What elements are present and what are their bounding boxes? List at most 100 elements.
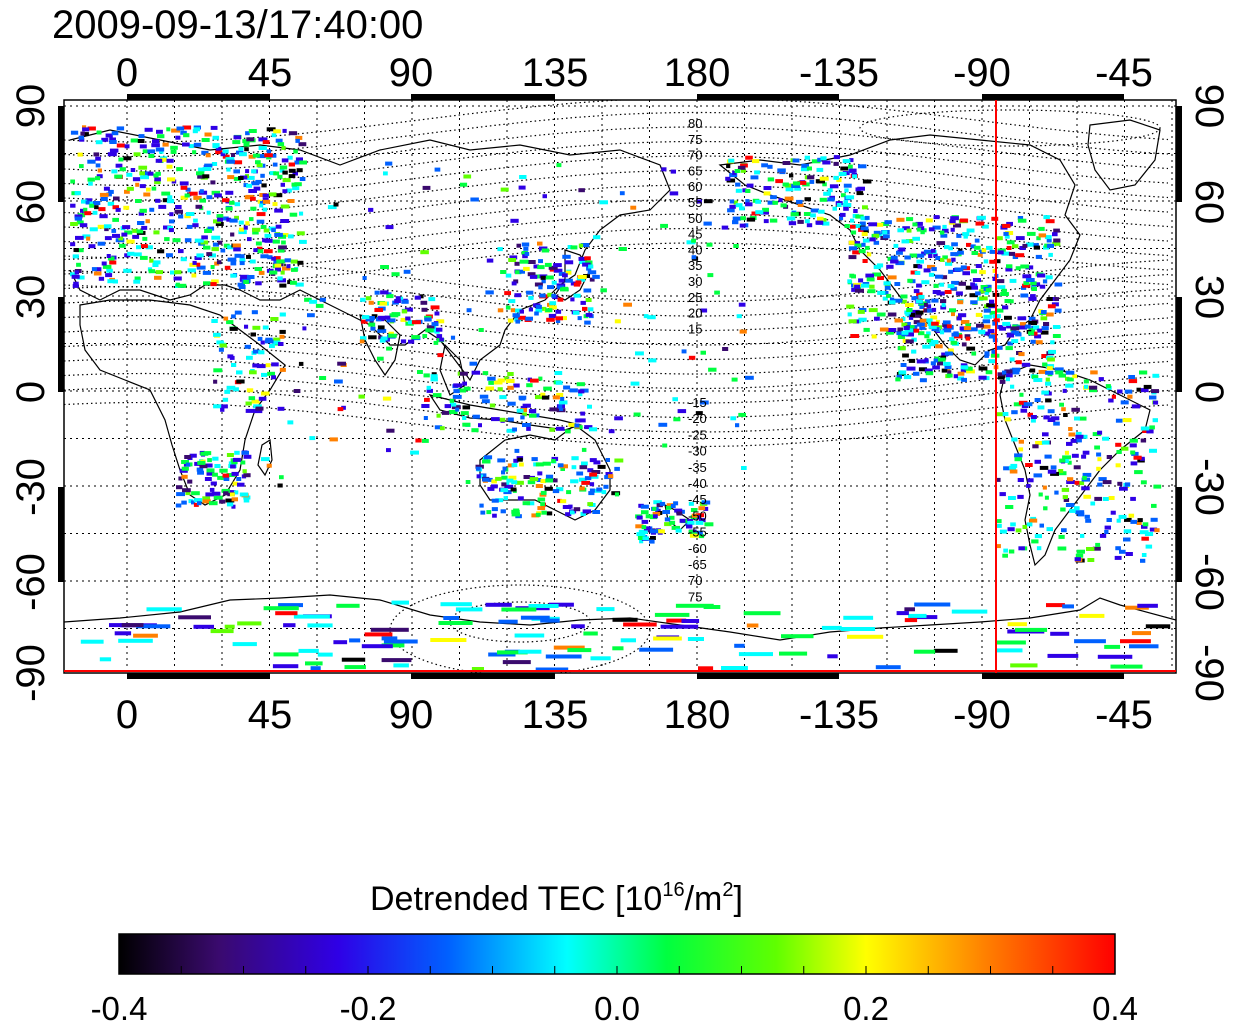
tec-point bbox=[164, 237, 170, 242]
tec-point bbox=[1011, 410, 1018, 415]
tec-point bbox=[262, 197, 269, 202]
tec-point bbox=[106, 254, 111, 258]
tec-point bbox=[977, 252, 983, 257]
tec-point bbox=[780, 203, 787, 208]
tec-point bbox=[965, 285, 972, 290]
tec-point bbox=[1058, 373, 1066, 378]
tec-point bbox=[745, 375, 754, 380]
tec-point bbox=[884, 220, 892, 225]
tec-point bbox=[1017, 494, 1024, 499]
geomag-contour bbox=[64, 401, 1169, 448]
tec-point bbox=[97, 267, 102, 272]
tec-point bbox=[860, 216, 868, 221]
tec-point bbox=[124, 144, 130, 149]
tec-point bbox=[180, 130, 187, 135]
tec-point bbox=[212, 144, 219, 149]
tec-point bbox=[273, 129, 281, 134]
tec-point bbox=[111, 131, 119, 136]
tec-point bbox=[989, 249, 997, 254]
tec-point bbox=[299, 177, 306, 181]
tec-point bbox=[253, 248, 259, 253]
tec-point bbox=[546, 317, 555, 322]
tec-point bbox=[862, 238, 870, 243]
tec-point bbox=[556, 487, 564, 492]
tec-point bbox=[211, 190, 220, 195]
tec-point bbox=[1028, 296, 1037, 301]
lat-tick-label-right: 90 bbox=[1187, 84, 1231, 129]
tec-point bbox=[541, 510, 547, 515]
tec-point bbox=[983, 308, 991, 313]
tec-point bbox=[233, 387, 239, 392]
tec-point bbox=[1047, 469, 1057, 474]
tec-point bbox=[641, 510, 649, 515]
tec-point bbox=[549, 427, 555, 432]
tec-point bbox=[551, 280, 557, 285]
tec-point bbox=[485, 290, 494, 295]
tec-point bbox=[887, 275, 897, 280]
tec-point bbox=[1085, 518, 1092, 523]
tec-point bbox=[905, 339, 914, 344]
tec-point bbox=[216, 260, 222, 265]
tec-point bbox=[520, 405, 527, 410]
tec-point bbox=[255, 406, 264, 411]
tec-point bbox=[199, 189, 204, 194]
contour-label-south: -35 bbox=[688, 460, 707, 475]
tec-point bbox=[272, 664, 299, 669]
tec-point bbox=[961, 342, 967, 347]
tec-point bbox=[400, 339, 407, 344]
tec-point bbox=[852, 250, 860, 255]
tec-point bbox=[279, 168, 285, 173]
tec-point bbox=[108, 189, 114, 194]
tec-point bbox=[1127, 394, 1133, 399]
lon-tick-label-bottom: -45 bbox=[1095, 693, 1153, 737]
tec-point bbox=[289, 212, 298, 217]
tec-point bbox=[280, 219, 290, 223]
tec-point bbox=[854, 243, 863, 248]
tec-point bbox=[708, 367, 717, 372]
tec-point bbox=[732, 216, 742, 221]
tec-point bbox=[270, 317, 279, 321]
tec-point bbox=[551, 293, 557, 298]
lon-tick-label-bottom: 180 bbox=[664, 693, 731, 737]
tec-point bbox=[391, 272, 400, 277]
tec-point bbox=[871, 334, 877, 339]
tec-point bbox=[920, 230, 925, 235]
tec-point bbox=[166, 164, 173, 169]
tec-point bbox=[1028, 327, 1036, 332]
tec-point bbox=[216, 340, 224, 345]
tec-point bbox=[900, 346, 906, 351]
tec-point bbox=[975, 221, 985, 226]
tec-point bbox=[218, 347, 224, 352]
tec-point bbox=[1071, 407, 1080, 412]
tec-point bbox=[1022, 283, 1031, 288]
tec-point bbox=[177, 283, 187, 288]
tec-point bbox=[560, 499, 567, 504]
tec-point bbox=[910, 270, 918, 275]
tec-point bbox=[1001, 251, 1011, 256]
tec-point bbox=[475, 466, 481, 471]
tec-point bbox=[982, 324, 991, 329]
tec-point bbox=[978, 375, 987, 380]
tec-point bbox=[1092, 432, 1102, 437]
lon-axis-top: 0 45 90 135 180 -135 -90 -45 bbox=[116, 51, 1153, 95]
tec-point bbox=[505, 379, 515, 383]
tec-point bbox=[370, 326, 376, 331]
tec-point bbox=[425, 328, 434, 333]
tec-point bbox=[1003, 231, 1009, 236]
tec-point bbox=[155, 147, 165, 152]
tec-point bbox=[1094, 496, 1102, 501]
tec-point bbox=[1017, 478, 1024, 482]
tec-point bbox=[386, 346, 392, 351]
tec-point bbox=[109, 148, 119, 153]
tec-point bbox=[430, 374, 438, 379]
tec-point bbox=[557, 498, 562, 503]
tec-point bbox=[528, 409, 537, 414]
tec-point bbox=[310, 666, 321, 671]
tec-point bbox=[947, 370, 952, 375]
tec-point bbox=[893, 243, 899, 248]
tec-point bbox=[112, 217, 119, 222]
tec-point bbox=[677, 409, 687, 414]
tec-point bbox=[268, 192, 277, 197]
geomag-contour bbox=[64, 242, 1169, 288]
tec-point bbox=[253, 409, 263, 414]
